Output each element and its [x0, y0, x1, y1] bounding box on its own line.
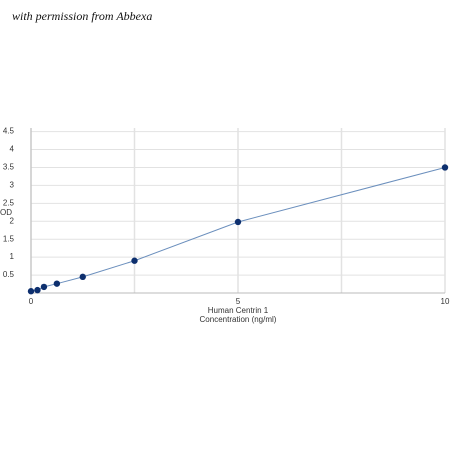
y-tick-label: 4.5	[3, 127, 15, 136]
y-tick-label: 0.5	[3, 270, 15, 279]
data-point	[234, 218, 242, 226]
data-point	[441, 164, 449, 171]
x-axis-title: Human Centrin 1	[208, 306, 269, 315]
y-tick-label: 1.5	[3, 234, 15, 243]
data-point	[40, 283, 48, 291]
x-axis-title: Concentration (ng/ml)	[200, 315, 277, 324]
x-tick-label: 0	[29, 297, 34, 306]
x-tick-label: 10	[441, 297, 450, 306]
y-tick-label: 3	[10, 181, 15, 190]
y-tick-label: 3.5	[3, 163, 15, 172]
x-tick-label: 5	[236, 297, 241, 306]
y-tick-label: 2	[10, 216, 15, 225]
data-point	[131, 257, 138, 264]
y-tick-label: 1	[10, 252, 15, 261]
y-tick-label: 4	[10, 145, 15, 154]
y-axis-title: OD	[0, 208, 12, 217]
data-point	[34, 286, 41, 294]
data-point	[79, 273, 86, 281]
data-point	[27, 288, 35, 295]
data-point	[53, 280, 61, 287]
permission-note: with permission from Abbexa	[12, 9, 152, 23]
y-tick-label: 2.5	[3, 198, 15, 207]
